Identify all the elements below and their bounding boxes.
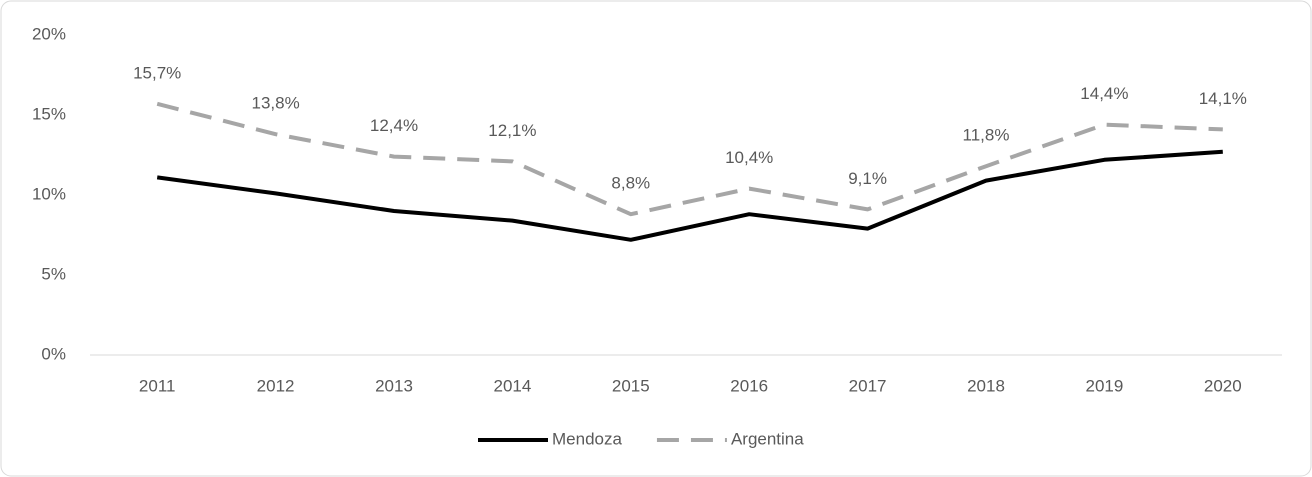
- series-line: [156, 101, 1223, 217]
- y-tick-label: 5%: [41, 264, 66, 283]
- data-label: 12,4%: [370, 116, 418, 135]
- data-label: 8,8%: [611, 174, 650, 193]
- y-tick-label: 10%: [32, 184, 66, 203]
- x-tick-label: 2013: [375, 376, 413, 395]
- data-label: 11,8%: [963, 126, 1010, 145]
- data-label: 9,1%: [848, 169, 887, 188]
- y-tick-label: 15%: [32, 104, 66, 123]
- x-tick-label: 2015: [612, 376, 650, 395]
- data-label: 12,1%: [488, 121, 536, 140]
- x-tick-label: 2017: [849, 376, 887, 395]
- series-line: [156, 149, 1223, 242]
- y-tick-label: 0%: [41, 344, 66, 363]
- x-tick-label: 2011: [139, 376, 176, 395]
- x-tick-label: 2018: [967, 376, 1005, 395]
- x-tick-label: 2020: [1204, 376, 1242, 395]
- legend-label: Argentina: [731, 429, 804, 448]
- data-label: 10,4%: [725, 148, 773, 167]
- x-tick-label: 2016: [730, 376, 768, 395]
- x-tick-label: 2019: [1085, 376, 1123, 395]
- data-label: 14,1%: [1199, 89, 1247, 108]
- data-label: 13,8%: [251, 94, 299, 113]
- legend-label: Mendoza: [552, 429, 622, 448]
- data-label: 15,7%: [133, 63, 181, 82]
- data-label: 14,4%: [1080, 84, 1128, 103]
- y-tick-label: 20%: [32, 24, 66, 43]
- x-tick-label: 2012: [257, 376, 295, 395]
- x-tick-label: 2014: [493, 376, 531, 395]
